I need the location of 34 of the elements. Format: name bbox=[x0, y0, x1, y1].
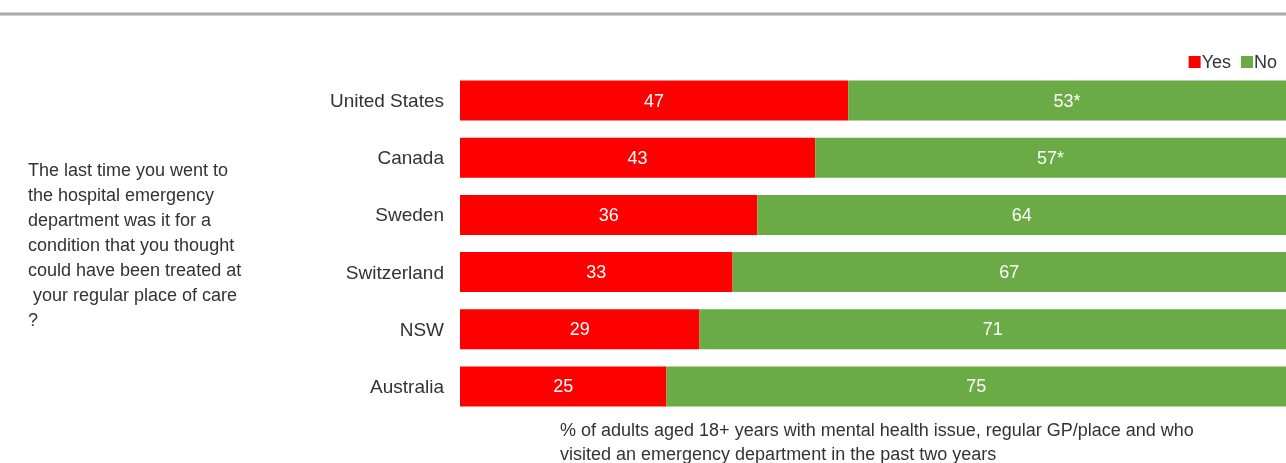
bar bbox=[460, 366, 667, 407]
bar bbox=[757, 194, 1286, 235]
legend-label: No bbox=[1253, 52, 1278, 72]
data-label: 57* bbox=[1037, 147, 1065, 168]
text: The last time you went to the hospital emergency department was it for a condition that you thought could have been treated at your regular place of care? bbox=[28, 159, 242, 330]
y-tick-label: Switzerland bbox=[345, 261, 444, 283]
data-label: 29 bbox=[569, 319, 590, 340]
data-label: 75 bbox=[966, 376, 987, 397]
bar bbox=[666, 366, 1286, 407]
data-label: 25 bbox=[553, 376, 574, 397]
bar bbox=[460, 309, 700, 350]
bar bbox=[848, 80, 1286, 121]
bar bbox=[460, 252, 733, 293]
bar bbox=[460, 137, 816, 178]
legend-label: Yes bbox=[1201, 52, 1231, 72]
data-label: 53* bbox=[1053, 90, 1081, 111]
y-tick-label: NSW bbox=[399, 318, 445, 340]
bar bbox=[699, 309, 1286, 350]
data-label: 67 bbox=[999, 262, 1020, 283]
y-tick-label: Canada bbox=[377, 147, 445, 169]
data-label: 71 bbox=[982, 319, 1003, 340]
y-tick-label: Sweden bbox=[375, 204, 444, 226]
data-label: 36 bbox=[598, 204, 619, 225]
bar bbox=[460, 194, 758, 235]
data-label: 64 bbox=[1011, 204, 1032, 225]
y-tick-label: Australia bbox=[370, 375, 445, 397]
bar bbox=[460, 80, 849, 121]
data-label: 47 bbox=[644, 90, 665, 111]
data-label: 43 bbox=[627, 147, 648, 168]
data-label: 33 bbox=[586, 262, 607, 283]
x-axis-title: % of adults aged 18+ years with mental health issue, regular GP/place and who visited an emergency department in the past two years bbox=[560, 420, 1199, 463]
bar bbox=[815, 137, 1286, 178]
bar bbox=[732, 252, 1286, 293]
y-tick-label: United States bbox=[329, 90, 444, 112]
